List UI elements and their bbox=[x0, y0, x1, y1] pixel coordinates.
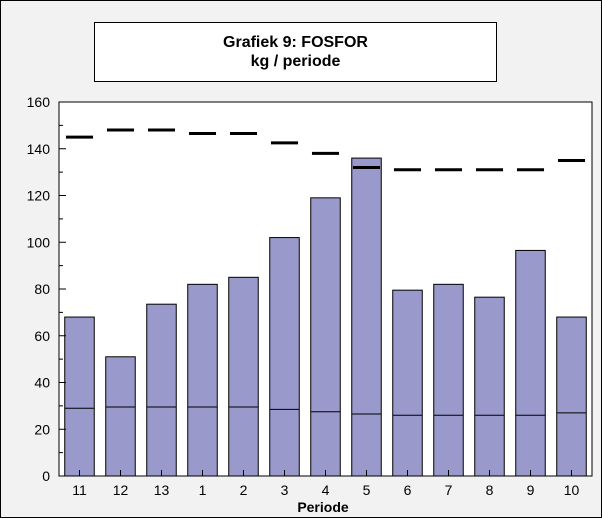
bar-9 bbox=[515, 249, 546, 477]
bar-3 bbox=[269, 237, 300, 477]
chart-title: Grafiek 9: FOSFOR bbox=[223, 34, 368, 51]
x-tick-label: 3 bbox=[281, 482, 289, 498]
bar-5 bbox=[351, 157, 382, 477]
bar-10 bbox=[556, 316, 587, 477]
x-axis: 11 12 13 1 2 3 4 5 6 7 8 9 10 bbox=[72, 470, 579, 498]
y-tick-label: 60 bbox=[34, 328, 50, 344]
bar-6 bbox=[392, 289, 423, 477]
chart-title-box: Grafiek 9: FOSFOR kg / periode bbox=[94, 22, 497, 82]
x-tick-label: 6 bbox=[404, 482, 412, 498]
bar-4 bbox=[310, 197, 341, 477]
y-tick-label: 0 bbox=[42, 468, 50, 484]
y-tick-label: 160 bbox=[27, 94, 51, 110]
x-tick-label: 4 bbox=[322, 482, 330, 498]
chart-subtitle: kg / periode bbox=[250, 53, 341, 70]
x-tick-label: 9 bbox=[527, 482, 535, 498]
y-tick-label: 140 bbox=[27, 141, 51, 157]
x-tick-label: 12 bbox=[113, 482, 129, 498]
x-tick-label: 7 bbox=[445, 482, 453, 498]
bar-2 bbox=[228, 276, 259, 477]
x-tick-label: 1 bbox=[199, 482, 207, 498]
bar-12 bbox=[105, 356, 136, 477]
bar-11 bbox=[64, 316, 95, 477]
y-tick-label: 20 bbox=[34, 421, 50, 437]
bar-7 bbox=[433, 283, 464, 477]
bar-8 bbox=[474, 296, 505, 477]
x-tick-label: 13 bbox=[154, 482, 170, 498]
y-tick-label: 100 bbox=[27, 234, 51, 250]
x-tick-label: 11 bbox=[72, 482, 87, 498]
y-tick-label: 40 bbox=[34, 375, 50, 391]
x-tick-label: 8 bbox=[486, 482, 494, 498]
x-tick-label: 5 bbox=[363, 482, 371, 498]
bar-1 bbox=[187, 283, 218, 477]
x-axis-label: Periode bbox=[297, 499, 349, 515]
bars-group bbox=[64, 128, 587, 477]
x-tick-label: 2 bbox=[240, 482, 248, 498]
y-tick-label: 80 bbox=[34, 281, 50, 297]
y-axis: 0 20 40 60 80 100 120 140 160 bbox=[27, 94, 66, 484]
x-tick-label: 10 bbox=[564, 482, 580, 498]
y-tick-label: 120 bbox=[27, 188, 51, 204]
bar-13 bbox=[146, 303, 177, 477]
